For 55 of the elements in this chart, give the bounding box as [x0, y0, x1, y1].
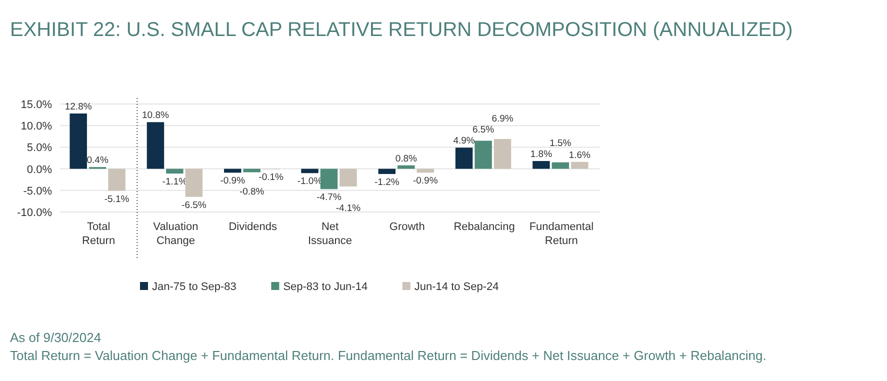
- data-label: 1.5%: [550, 138, 572, 150]
- bar: [455, 148, 473, 169]
- data-label: -4.7%: [316, 192, 342, 204]
- legend-label: Jan-75 to Sep-83: [152, 281, 236, 293]
- bar: [185, 168, 203, 197]
- y-tick-label: 5.0%: [26, 142, 52, 154]
- bar: [571, 162, 588, 169]
- x-tick-label: Valuation Change: [153, 221, 198, 247]
- data-label: -1.2%: [374, 176, 400, 188]
- x-tick-label: Fundamental Return: [529, 221, 594, 247]
- bar: [494, 138, 512, 169]
- data-label: 1.6%: [568, 150, 592, 161]
- data-label: -4.1%: [336, 203, 362, 214]
- data-label: -0.9%: [220, 176, 246, 187]
- data-label: 10.8%: [142, 110, 170, 122]
- chart-title: EXHIBIT 22: U.S. SMALL CAP RELATIVE RETURN DECOMPOSITION (ANNUALIZED): [10, 19, 793, 41]
- bar: [146, 122, 164, 169]
- x-tick-label: Dividends: [228, 221, 278, 233]
- bar: [301, 168, 318, 174]
- y-tick-label: 10.0%: [20, 120, 52, 133]
- x-tick-label: Net Issuance: [308, 221, 352, 247]
- data-label: 4.9%: [453, 136, 476, 147]
- data-label: -6.5%: [182, 200, 207, 211]
- data-label: 6.9%: [492, 114, 514, 125]
- bar: [552, 162, 570, 169]
- data-label: 12.8%: [64, 102, 92, 113]
- data-label: 1.8%: [530, 149, 553, 160]
- data-label: -0.9%: [412, 176, 438, 187]
- bar: [108, 168, 126, 191]
- data-label: 0.8%: [395, 153, 418, 164]
- x-tick-label: Growth: [389, 221, 425, 233]
- data-label: -5.1%: [104, 194, 130, 205]
- x-tick-label: Rebalancing: [454, 221, 515, 233]
- y-tick-label: -5.0%: [23, 185, 52, 198]
- bar: [474, 140, 492, 169]
- data-label: -0.1%: [258, 172, 284, 184]
- text: As of 9/30/2024: [10, 330, 102, 345]
- y-tick-label: 0.0%: [26, 164, 52, 176]
- bar: [340, 168, 357, 187]
- data-label: 6.5%: [472, 124, 495, 136]
- bar: [243, 168, 260, 172]
- legend-label: Jun-14 to Sep-24: [414, 281, 499, 293]
- y-tick-label: 15.0%: [20, 99, 52, 111]
- bar: [532, 161, 550, 169]
- data-label: 0.4%: [86, 155, 109, 166]
- bar: [398, 165, 415, 169]
- x-tick-label: Total Return: [82, 221, 116, 247]
- text: Total Return = Valuation Change + Fundamental Return. Fundamental Return = Dividends + Net Issuance + Growth + Rebalancing.: [10, 348, 766, 363]
- bar: [320, 168, 338, 190]
- bar: [70, 114, 87, 169]
- y-tick-label: -10.0%: [17, 207, 52, 219]
- legend-label: Sep-83 to Jun-14: [283, 281, 368, 293]
- data-label: -0.8%: [239, 186, 265, 198]
- bar: [378, 168, 396, 174]
- bar: [166, 168, 184, 174]
